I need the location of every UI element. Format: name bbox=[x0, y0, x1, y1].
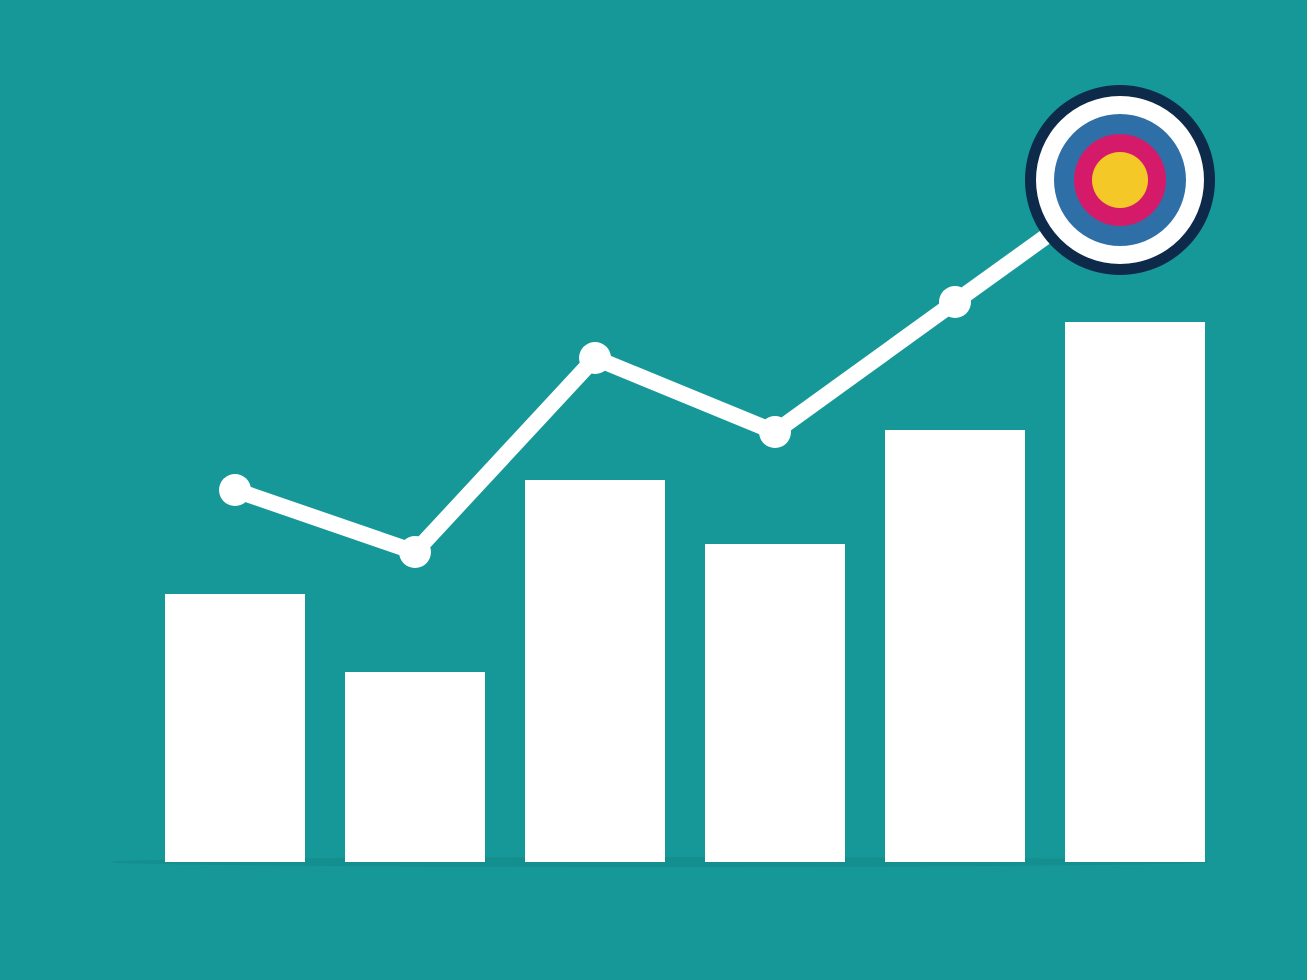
trend-point bbox=[759, 416, 791, 448]
trend-point bbox=[399, 536, 431, 568]
target-icon bbox=[1025, 85, 1215, 275]
trend-point bbox=[939, 286, 971, 318]
target-ring bbox=[1092, 152, 1148, 208]
growth-target-infographic bbox=[0, 0, 1307, 980]
bar bbox=[345, 672, 485, 862]
bar bbox=[525, 480, 665, 862]
bar bbox=[885, 430, 1025, 862]
trend-point bbox=[579, 342, 611, 374]
bar bbox=[165, 594, 305, 862]
bar bbox=[1065, 322, 1205, 862]
trend-point bbox=[219, 474, 251, 506]
bar bbox=[705, 544, 845, 862]
